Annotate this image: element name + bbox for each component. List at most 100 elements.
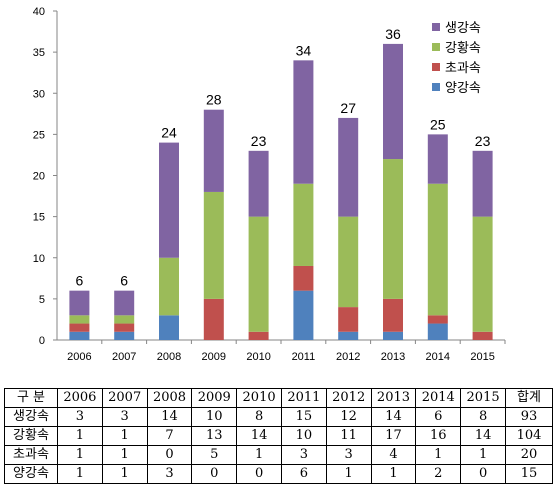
legend-swatch — [432, 23, 440, 31]
table-cell: 2009 — [191, 388, 238, 408]
table-row: 강황속 1 1 7 13 14 10 11 17 16 14 104 — [4, 426, 553, 446]
bar-segment-생강속-2013 — [383, 43, 403, 160]
bar-segment-강황속-2013 — [383, 159, 403, 299]
bar-segment-강황속-2010 — [248, 216, 269, 332]
bar-segment-양강속-2011 — [293, 290, 314, 340]
table-cell: 0 — [146, 445, 193, 465]
table-cell: 104 — [505, 426, 553, 446]
total-label: 25 — [430, 116, 446, 132]
table-cell: 1 — [101, 426, 148, 446]
x-tick-label: 2010 — [246, 351, 270, 363]
table-cell: 13 — [191, 426, 238, 446]
labels: 2006 6 2007 6 2008 24 2009 28 2010 23 2011 34 2012 27… — [67, 26, 495, 363]
legend-swatch — [432, 83, 440, 91]
table-row-header-cell: 양강속 — [4, 464, 58, 484]
table-cell: 4 — [370, 445, 417, 465]
bar-segment-초과속-2006 — [69, 323, 90, 332]
legend-label: 양강속 — [445, 81, 481, 96]
table-cell: 3 — [146, 464, 193, 484]
x-tick-label: 2015 — [470, 351, 494, 363]
table-cell: 2007 — [101, 388, 148, 408]
total-label: 6 — [120, 273, 128, 289]
table-cell: 93 — [505, 407, 553, 427]
table-cell: 6 — [280, 464, 327, 484]
bar-segment-생강속-2006 — [69, 290, 90, 316]
total-label: 34 — [296, 42, 312, 58]
table-cell: 0 — [191, 464, 238, 484]
table-cell: 1 — [57, 426, 103, 446]
table-cell: 10 — [191, 407, 238, 427]
bar-segment-초과속-2014 — [427, 315, 448, 324]
bar-segment-강황속-2006 — [69, 315, 90, 324]
bar-segment-초과속-2010 — [248, 331, 269, 340]
y-tick-label: 10 — [33, 253, 45, 265]
bar-segment-양강속-2008 — [159, 315, 179, 340]
table-cell: 8 — [236, 407, 282, 427]
table-cell: 1 — [460, 445, 506, 465]
table-cell: 14 — [460, 426, 506, 446]
total-label: 28 — [206, 92, 222, 108]
bar-segment-양강속-2006 — [69, 331, 90, 340]
table-cell: 17 — [370, 426, 417, 446]
total-label: 23 — [475, 133, 491, 149]
bar-segment-양강속-2007 — [114, 331, 135, 340]
table-cell: 15 — [280, 407, 327, 427]
table-cell: 14 — [236, 426, 282, 446]
table-cell: 0 — [460, 464, 506, 484]
bar-segment-생강속-2015 — [472, 150, 493, 217]
bar-segment-강황속-2012 — [338, 216, 359, 308]
bar-segment-강황속-2014 — [427, 183, 448, 316]
table-cell: 14 — [370, 407, 417, 427]
table-cell: 12 — [325, 407, 372, 427]
total-label: 36 — [385, 26, 401, 42]
bar-segment-양강속-2013 — [383, 331, 403, 340]
bars — [69, 43, 493, 340]
legend-label: 초과속 — [445, 61, 481, 76]
table-cell: 2011 — [280, 388, 327, 408]
y-tick-label: 35 — [33, 47, 45, 59]
table-cell: 합계 — [505, 388, 553, 408]
bar-segment-생강속-2014 — [427, 134, 448, 184]
y-tick-label: 20 — [33, 171, 45, 183]
table-cell: 1 — [236, 445, 282, 465]
table-cell: 6 — [415, 407, 462, 427]
table-cell: 1 — [101, 464, 148, 484]
bar-segment-생강속-2008 — [159, 142, 179, 258]
y-tick-label: 0 — [39, 335, 45, 347]
table-cell: 3 — [280, 445, 327, 465]
table-cell: 16 — [415, 426, 462, 446]
table-cell: 2015 — [460, 388, 506, 408]
table-cell: 2014 — [415, 388, 462, 408]
table-row-header-cell: 강황속 — [4, 426, 58, 446]
table-row: 양강속 1 1 3 0 0 6 1 1 2 0 15 — [4, 464, 553, 484]
bar-segment-생강속-2010 — [248, 150, 269, 217]
legend-swatch — [432, 43, 440, 51]
bar-segment-강황속-2015 — [472, 216, 493, 332]
bar-segment-강황속-2011 — [293, 183, 314, 266]
y-tick-label: 30 — [33, 88, 45, 100]
legend-label: 강황속 — [445, 41, 481, 56]
table-cell: 1 — [101, 445, 148, 465]
y-tick-label: 5 — [39, 294, 45, 306]
table-cell: 3 — [101, 407, 148, 427]
table-cell: 2010 — [236, 388, 282, 408]
bar-segment-생강속-2007 — [114, 290, 135, 316]
bar-segment-초과속-2011 — [293, 265, 314, 291]
table-cell: 3 — [325, 445, 372, 465]
bar-segment-생강속-2012 — [338, 117, 359, 217]
table-cell: 1 — [370, 464, 417, 484]
table-header-row: 구 분 2006 2007 2008 2009 2010 2011 2012 2013 2014 2… — [4, 388, 553, 408]
table-cell: 2 — [415, 464, 462, 484]
table-cell: 2006 — [57, 388, 103, 408]
total-label: 27 — [340, 100, 356, 116]
table-cell: 1 — [415, 445, 462, 465]
table-row-header-cell: 생강속 — [4, 407, 58, 427]
bar-segment-초과속-2015 — [472, 331, 493, 340]
y-tick-label: 25 — [33, 129, 45, 141]
data-table: 구 분 2006 2007 2008 2009 2010 2011 2012 2013 2014 2… — [4, 388, 553, 484]
table-cell: 2012 — [325, 388, 372, 408]
table-cell: 1 — [57, 445, 103, 465]
bar-segment-양강속-2012 — [338, 331, 359, 340]
table-row-header-cell: 초과속 — [4, 445, 58, 465]
